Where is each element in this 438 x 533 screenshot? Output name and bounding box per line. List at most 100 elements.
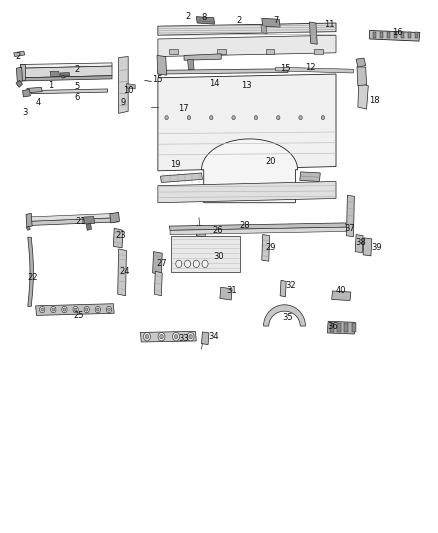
Polygon shape [332,291,351,301]
Circle shape [106,306,112,313]
Circle shape [276,116,280,120]
Circle shape [84,306,89,313]
Text: 36: 36 [327,321,338,330]
Circle shape [187,333,194,341]
Polygon shape [28,237,33,306]
Text: 32: 32 [286,280,297,289]
Polygon shape [196,17,215,24]
Circle shape [209,116,213,120]
Circle shape [96,308,99,311]
Polygon shape [27,87,42,93]
Polygon shape [327,321,355,334]
Bar [394,32,397,38]
Polygon shape [157,55,166,75]
Text: 20: 20 [265,157,276,166]
Polygon shape [86,223,92,230]
Text: 11: 11 [324,20,334,29]
Text: 22: 22 [27,273,38,281]
Bar [169,49,177,54]
Text: 24: 24 [120,268,131,276]
Circle shape [321,116,325,120]
Text: 2: 2 [186,12,191,21]
Text: 12: 12 [305,63,316,71]
Polygon shape [171,236,240,272]
Polygon shape [170,227,346,235]
Text: 6: 6 [74,93,80,102]
Circle shape [62,306,67,313]
Polygon shape [357,67,367,86]
Circle shape [165,116,168,120]
Polygon shape [201,139,297,203]
Text: 31: 31 [226,286,237,295]
Circle shape [144,333,150,341]
Polygon shape [262,18,280,27]
Polygon shape [300,172,320,181]
Text: 15: 15 [280,64,291,73]
Circle shape [39,306,45,313]
Bar [373,32,376,38]
Polygon shape [141,332,196,342]
Polygon shape [22,90,30,97]
Polygon shape [31,89,108,94]
Polygon shape [152,252,162,274]
Polygon shape [276,67,353,73]
Text: 16: 16 [392,28,403,37]
Polygon shape [110,212,120,223]
Polygon shape [26,226,30,230]
Bar [314,49,323,54]
Text: 8: 8 [201,13,206,22]
Bar [352,324,356,332]
Circle shape [176,260,182,268]
Text: 13: 13 [241,81,252,90]
Circle shape [189,335,192,339]
Text: 21: 21 [75,217,85,226]
Polygon shape [160,173,202,182]
Polygon shape [127,84,135,89]
Polygon shape [184,54,221,60]
Text: 33: 33 [178,334,189,343]
Circle shape [232,116,235,120]
Polygon shape [20,64,25,81]
Text: 17: 17 [178,103,188,112]
Polygon shape [35,304,114,316]
Circle shape [73,306,78,313]
Text: 38: 38 [356,238,366,247]
Polygon shape [355,235,363,253]
Circle shape [173,333,180,341]
Polygon shape [61,75,65,78]
Circle shape [158,333,165,341]
Text: 5: 5 [74,82,80,91]
Text: 14: 14 [209,78,220,87]
Text: 26: 26 [213,226,223,235]
Bar [344,324,348,332]
Polygon shape [60,72,70,76]
Text: 10: 10 [124,85,134,94]
Text: 4: 4 [35,98,40,107]
Bar [401,32,404,38]
Text: 9: 9 [120,98,126,107]
Bar [217,49,226,54]
Polygon shape [280,280,286,297]
Circle shape [254,116,258,120]
Text: 40: 40 [335,286,346,295]
Text: 2: 2 [15,52,21,61]
Polygon shape [220,287,232,300]
Polygon shape [16,80,22,87]
Polygon shape [20,63,112,68]
Circle shape [52,308,55,311]
Circle shape [202,260,208,268]
Polygon shape [26,213,32,227]
Circle shape [145,335,149,339]
Polygon shape [27,217,119,225]
Polygon shape [20,76,112,81]
Polygon shape [356,58,366,67]
Polygon shape [158,23,336,35]
Text: 3: 3 [22,108,28,117]
Polygon shape [169,223,346,230]
Text: 29: 29 [265,244,276,253]
Polygon shape [158,35,336,56]
Polygon shape [363,238,372,256]
Circle shape [108,308,110,311]
Text: 18: 18 [369,96,379,105]
Circle shape [174,335,178,339]
